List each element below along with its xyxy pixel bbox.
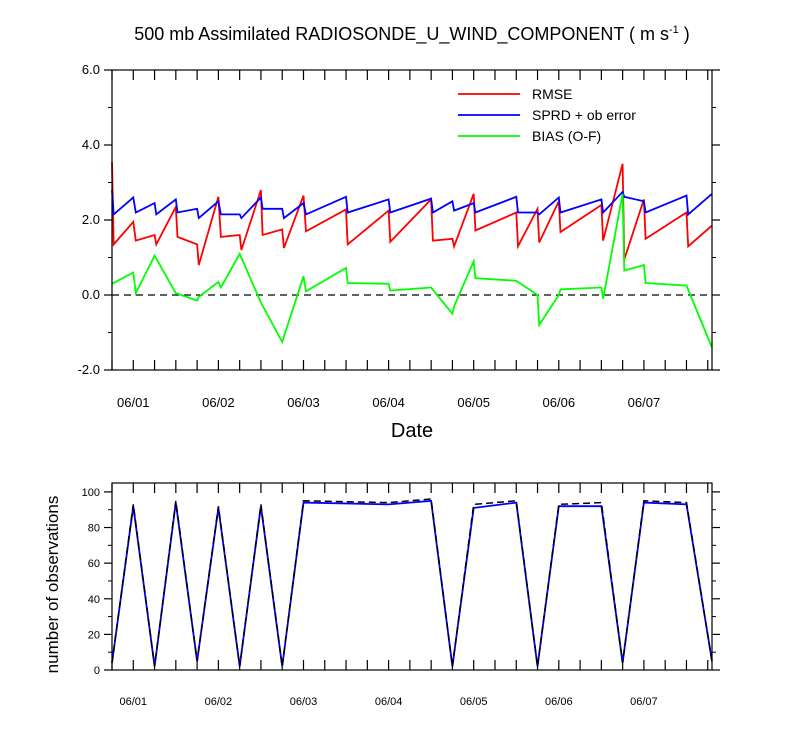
y-tick-label: 40 (88, 594, 100, 606)
x-tick-label: 06/05 (460, 696, 488, 708)
chart-title: 500 mb Assimilated RADIOSONDE_U_WIND_COM… (134, 24, 690, 45)
x-tick-label: 06/07 (628, 395, 661, 410)
x-tick-label: 06/06 (543, 395, 576, 410)
series-line-sprd-ob-error (111, 189, 713, 220)
legend: RMSE SPRD + ob error BIAS (O-F) (458, 86, 636, 144)
rmse-chart-frame (111, 69, 713, 371)
rmse-chart: 06/01 06/02 06/03 06/04 06/05 06/06 06/07 -2.0 0… (78, 62, 720, 442)
observations-chart-ticks: 06/01 06/02 06/03 06/04 06/05 06/06 06/07 0 20 40… (82, 483, 720, 708)
x-tick-label: 06/04 (372, 395, 405, 410)
y-tick-label: -2.0 (78, 362, 100, 377)
y-tick-label: 80 (88, 523, 100, 535)
x-tick-label: 06/05 (457, 395, 490, 410)
x-tick-label: 06/06 (545, 696, 573, 708)
rmse-chart-ticks: 06/01 06/02 06/03 06/04 06/05 06/06 06/07 -2.0 0… (78, 62, 720, 410)
x-tick-label: 06/03 (290, 696, 318, 708)
y-tick-label: 0 (94, 665, 100, 677)
observations-chart: 06/01 06/02 06/03 06/04 06/05 06/06 06/07 0 20 40… (43, 482, 720, 708)
y-tick-label: 60 (88, 558, 100, 570)
x-tick-label: 06/02 (202, 395, 235, 410)
legend-label: BIAS (O-F) (532, 128, 601, 144)
rmse-chart-series (111, 161, 713, 348)
x-tick-label: 06/01 (120, 696, 148, 708)
legend-label: SPRD + ob error (532, 107, 636, 123)
x-tick-label: 06/01 (117, 395, 150, 410)
x-tick-label: 06/02 (205, 696, 233, 708)
x-tick-label: 06/07 (630, 696, 658, 708)
x-tick-label: 06/03 (287, 395, 320, 410)
series-line-possible (111, 498, 713, 667)
series-line-assimilated (111, 499, 713, 667)
observations-chart-frame (111, 482, 713, 671)
y-tick-label: 6.0 (82, 62, 100, 77)
x-axis-label: Date (391, 420, 433, 442)
y-tick-label: 20 (88, 629, 100, 641)
y-tick-label: 100 (82, 487, 100, 499)
y-tick-label: 2.0 (82, 212, 100, 227)
observations-chart-series (111, 498, 713, 667)
y-tick-label: 4.0 (82, 137, 100, 152)
x-tick-label: 06/04 (375, 696, 403, 708)
legend-label: RMSE (532, 86, 572, 102)
series-line-rmse (111, 161, 713, 266)
y-tick-label: 0.0 (82, 287, 100, 302)
series-line-bias-o-f (111, 193, 713, 348)
y-axis-label: number of observations (43, 496, 62, 674)
